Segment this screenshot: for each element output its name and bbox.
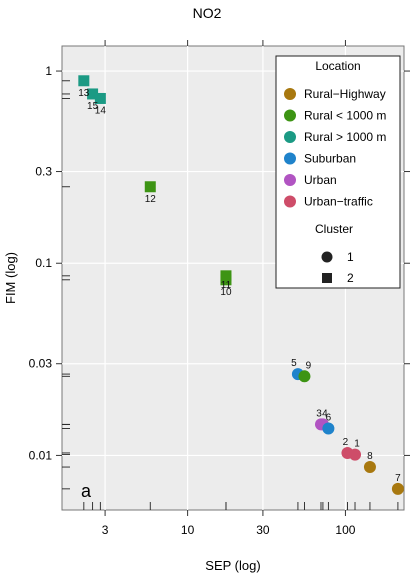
y-tick-label: 0.1 — [35, 256, 52, 270]
legend-swatch — [284, 131, 296, 143]
data-point-circle — [391, 482, 404, 495]
data-point-circle — [322, 422, 335, 435]
x-tick-label: 30 — [256, 523, 270, 537]
legend: Location Rural−Highway Rural < 1000 m Rural… — [275, 55, 401, 289]
legend-box — [275, 55, 401, 289]
legend-swatch — [284, 174, 296, 186]
panel-label: a — [81, 481, 92, 501]
rug-marks — [62, 80, 399, 510]
x-tick-label: 100 — [335, 523, 355, 537]
x-tick-label: 3 — [102, 523, 109, 537]
y-tick-label: 0.3 — [35, 165, 52, 179]
point-label: 9 — [306, 360, 312, 371]
x-tick-label: 10 — [181, 523, 195, 537]
legend-label: Urban−traffic — [304, 195, 373, 209]
point-label: 4 — [322, 408, 328, 419]
point-label: 2 — [343, 437, 349, 448]
point-label: 5 — [291, 358, 297, 369]
legend-label: Rural−Highway — [304, 87, 386, 101]
point-label: 12 — [145, 194, 157, 205]
data-point-square — [220, 274, 232, 286]
point-label: 15 — [87, 101, 99, 112]
legend-label: Rural < 1000 m — [304, 109, 386, 123]
legend-cluster-circle — [321, 251, 333, 263]
y-tick-label: 0.01 — [29, 448, 53, 462]
x-axis-title: SEP (log) — [205, 558, 260, 573]
data-point-square — [78, 75, 90, 87]
data-point-square — [87, 88, 99, 100]
point-label: 10 — [220, 287, 232, 298]
legend-cluster-label: 1 — [347, 250, 354, 264]
y-tick-label: 0.03 — [29, 357, 53, 371]
legend-label: Rural > 1000 m — [304, 130, 386, 144]
data-point-square — [144, 181, 156, 193]
y-tick-label: 1 — [45, 64, 52, 78]
data-points — [78, 75, 404, 495]
legend-cluster-square — [322, 273, 332, 283]
legend-label: Urban — [304, 173, 337, 187]
legend-label: Suburban — [304, 152, 356, 166]
data-point-circle — [298, 370, 311, 383]
point-label: 14 — [95, 105, 107, 116]
data-point-circle — [349, 448, 362, 461]
legend-cluster-title: Cluster — [315, 222, 353, 236]
point-label: 1 — [354, 439, 360, 450]
legend-swatch — [284, 152, 296, 165]
y-axis-title: FIM (log) — [3, 252, 18, 304]
legend-swatch — [284, 88, 296, 100]
legend-swatch — [284, 195, 296, 208]
point-label: 8 — [367, 451, 373, 462]
legend-location-title: Location — [315, 59, 360, 73]
point-label: 11 — [221, 280, 232, 291]
point-label: 3 — [316, 408, 322, 419]
axes: 3 10 30 100 0.01 0.03 0.1 0.3 1 — [29, 40, 410, 537]
point-label: 13 — [78, 88, 90, 99]
legend-cluster-label: 2 — [347, 271, 354, 285]
data-point-square — [94, 92, 106, 104]
point-label: 7 — [395, 473, 401, 484]
chart-title: NO2 — [193, 5, 222, 21]
data-point-circle — [363, 461, 376, 474]
legend-swatch — [284, 109, 296, 122]
point-label: 6 — [326, 413, 332, 424]
